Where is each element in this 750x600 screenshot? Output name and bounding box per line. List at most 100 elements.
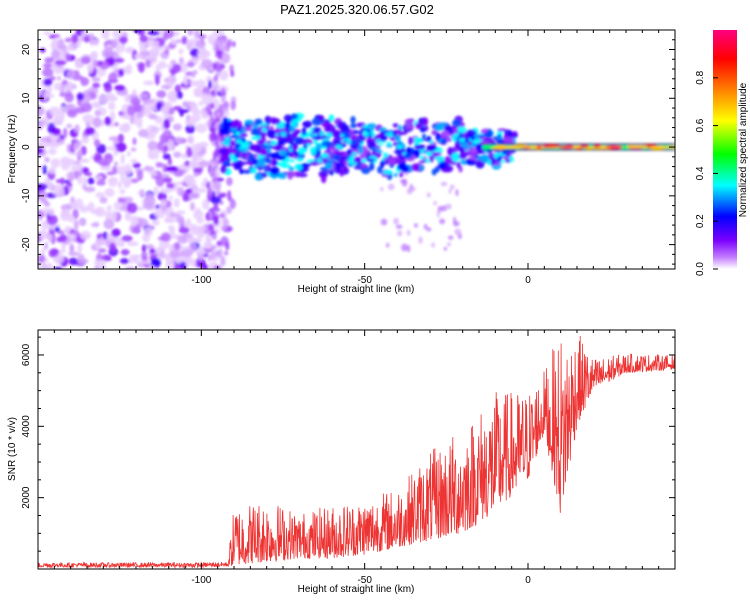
spectrogram-noise-cell: [210, 90, 216, 97]
spectrogram-ridge-cell: [393, 173, 398, 177]
spectrogram-noise-cell: [143, 106, 152, 117]
spectrogram-ridge-cell: [473, 155, 480, 159]
spectrogram-ridge-cell: [344, 138, 351, 142]
spectrogram-y-tick-label: 10: [21, 92, 32, 104]
spectrogram-noise-cell: [191, 184, 199, 194]
spectrogram-tone-peak: [511, 144, 529, 148]
spectrogram-noise-cell: [181, 35, 188, 45]
spectrogram-noise-cell: [130, 158, 138, 164]
spectrogram-noise-cell: [207, 80, 213, 90]
spectrogram-noise-cell: [401, 243, 408, 252]
spectrogram-noise-cell: [226, 39, 233, 48]
spectrogram-noise-cell: [95, 192, 105, 198]
spectrogram-noise-cell: [151, 219, 160, 226]
colorbar-ticks: 0.0 0.2 0.4 0.6 0.8: [695, 70, 718, 276]
spectrogram-ridge-cell: [225, 141, 230, 147]
spectrogram-ridge-cell: [266, 129, 275, 138]
spectrogram-ridge-cell: [243, 170, 250, 174]
spectrogram-noise-cell: [126, 150, 131, 157]
snr-series-line: [38, 335, 675, 569]
spectrogram-noise-cell: [68, 215, 76, 223]
spectrogram-noise-cell: [174, 136, 183, 144]
spectrogram-noise-cell: [207, 187, 213, 197]
spectrogram-noise-cell: [124, 211, 132, 220]
spectrogram-noise-cell: [77, 149, 83, 158]
spectrogram-ridge-cell: [324, 161, 335, 170]
spectrogram-noise-cell: [97, 248, 107, 253]
spectrogram-ridge-cell: [325, 132, 333, 138]
spectrogram-noise-cell: [118, 68, 125, 77]
spectrogram-ridge-cell: [239, 152, 244, 158]
spectrogram-noise-cell: [53, 82, 62, 91]
spectrogram-noise-cell: [74, 60, 83, 69]
spectrogram-noise-cell: [163, 118, 171, 130]
spectrogram-noise-cell: [54, 60, 67, 66]
spectrogram-noise-cell: [212, 30, 225, 38]
spectrogram-ridge-cell: [375, 139, 381, 143]
spectrogram-noise-cell: [454, 228, 462, 236]
spectrogram-noise-cell: [57, 45, 66, 51]
spectrogram-noise-cell: [71, 33, 79, 44]
spectrogram-noise-cell: [222, 218, 230, 228]
spectrogram-noise-cell: [147, 140, 158, 151]
spectrogram-noise-cell: [40, 207, 52, 214]
spectrogram-noise-cell: [38, 183, 48, 190]
spectrogram-noise-cell: [185, 256, 192, 268]
spectrogram-noise-cell: [162, 153, 171, 160]
spectrogram-noise-cell: [89, 52, 97, 61]
spectrogram-ridge-cell: [280, 132, 287, 137]
snr-x-tick-label: -50: [357, 575, 372, 586]
spectrogram-ridge-cell: [270, 118, 281, 125]
spectrogram-noise-cell: [195, 207, 201, 215]
spectrogram-ridge-cell: [238, 147, 243, 150]
spectrogram-noise-cell: [121, 235, 133, 242]
spectrogram-noise-cell: [214, 250, 220, 257]
spectrogram-noise-cell: [225, 241, 230, 251]
spectrogram-ridge-cell: [370, 126, 375, 132]
spectrogram-noise-cell: [160, 173, 170, 178]
spectrogram-noise-cell: [214, 117, 221, 123]
spectrogram-noise-cell: [111, 210, 118, 221]
spectrogram-noise-cell: [83, 186, 96, 193]
spectrogram-ridge-cell: [217, 147, 229, 156]
spectrogram-noise-cell: [104, 210, 110, 220]
spectrogram-ridge-cell: [356, 162, 361, 168]
spectrogram-ridge-cell: [261, 131, 267, 137]
spectrogram-noise-cell: [188, 192, 201, 199]
spectrogram-noise-cell: [38, 140, 49, 149]
chart-title: PAZ1.2025.320.06.57.G02: [280, 2, 434, 17]
spectrogram-noise-cell: [191, 113, 201, 123]
spectrogram-noise-cell: [44, 241, 49, 250]
spectrogram-noise-cell: [196, 225, 207, 234]
spectrogram-noise-cell: [80, 77, 90, 86]
spectrogram-ridge-cell: [377, 143, 383, 147]
spectrogram-noise-cell: [160, 187, 172, 194]
spectrogram-noise-cell: [38, 254, 46, 263]
spectrogram-noise-cell: [174, 84, 182, 94]
spectrogram-noise-cell: [113, 161, 119, 167]
colorbar-tick-label: 0.0: [695, 262, 706, 276]
spectrogram-ridge-cell: [455, 132, 460, 138]
spectrogram-ridge-cell: [350, 115, 356, 124]
spectrogram-noise-cell: [448, 235, 454, 240]
spectrogram-noise-cell: [48, 147, 57, 155]
spectrogram-noise-cell: [90, 222, 100, 227]
spectrogram-ridge-cell: [440, 130, 450, 140]
spectrogram-ridge-cell: [296, 157, 304, 162]
spectrogram-ridge-cell: [499, 160, 507, 163]
spectrogram-noise-cell: [68, 171, 74, 183]
spectrogram-ridge-cell: [288, 166, 295, 172]
spectrogram-ridge-cell: [487, 128, 492, 138]
spectrogram-ridge-cell: [404, 118, 414, 125]
spectrogram-noise-cell: [167, 225, 175, 230]
snr-y-tick-label: 2000: [21, 486, 32, 509]
spectrogram-ridge-cell: [283, 114, 293, 123]
spectrogram-noise-cell: [87, 201, 95, 212]
spectrogram-noise-cell: [82, 113, 94, 124]
spectrogram-noise-cell: [209, 110, 213, 117]
spectrogram-ridge-cell: [382, 152, 389, 158]
spectrogram-noise-cell: [198, 47, 207, 55]
spectrogram-noise-cell: [173, 264, 181, 269]
spectrogram-ridge-cell: [358, 163, 368, 168]
spectrogram-noise-cell: [141, 244, 147, 253]
